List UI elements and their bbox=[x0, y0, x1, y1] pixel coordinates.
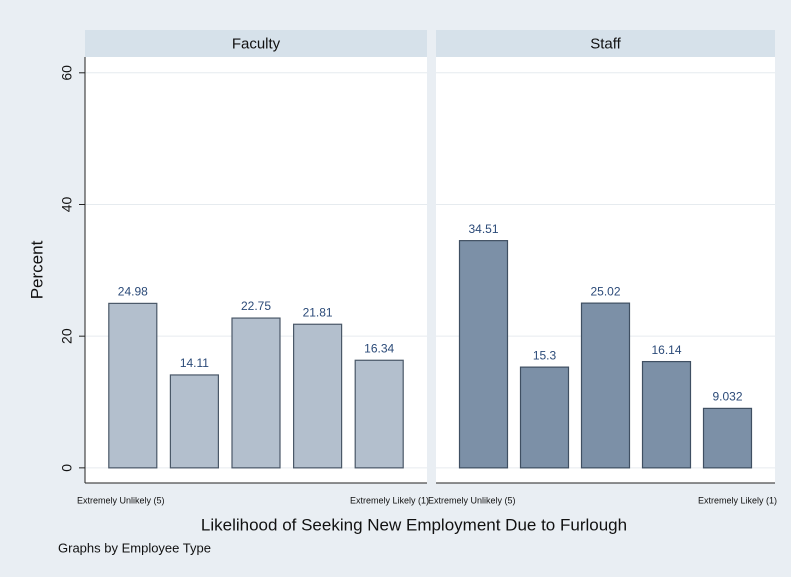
x-tick-label: Extremely Unlikely (5) bbox=[428, 495, 516, 505]
bar bbox=[354, 359, 404, 469]
note: Graphs by Employee Type bbox=[58, 540, 211, 555]
bar bbox=[458, 240, 509, 469]
y-tick-label: 0 bbox=[59, 464, 75, 472]
bar bbox=[169, 374, 219, 469]
bar bbox=[108, 302, 158, 469]
y-tick-label: 60 bbox=[59, 65, 75, 81]
x-tick-label: Extremely Likely (1) bbox=[698, 495, 777, 505]
data-label: 24.98 bbox=[118, 285, 148, 299]
bar bbox=[580, 302, 631, 469]
panel-header bbox=[85, 30, 427, 57]
x-tick-label: Extremely Likely (1) bbox=[350, 495, 429, 505]
bar bbox=[231, 317, 281, 469]
data-label: 16.34 bbox=[364, 341, 394, 355]
data-label: 21.81 bbox=[303, 305, 333, 319]
panel-title: Staff bbox=[590, 35, 621, 52]
data-label: 9.032 bbox=[712, 390, 742, 404]
panel-header bbox=[436, 30, 775, 57]
bar bbox=[702, 407, 753, 469]
x-axis-label: Likelihood of Seeking New Employment Due… bbox=[201, 515, 627, 534]
data-label: 16.14 bbox=[651, 343, 681, 357]
data-label: 34.51 bbox=[468, 222, 498, 236]
y-tick-label: 40 bbox=[59, 196, 75, 212]
bar bbox=[519, 366, 570, 469]
data-label: 14.11 bbox=[180, 356, 209, 370]
data-label: 15.3 bbox=[533, 348, 557, 362]
panel-title: Faculty bbox=[232, 35, 281, 52]
bar bbox=[641, 360, 692, 469]
x-tick-label: Extremely Unlikely (5) bbox=[77, 495, 165, 505]
data-label: 22.75 bbox=[241, 299, 271, 313]
y-axis-label: Percent bbox=[27, 240, 46, 299]
data-label: 25.02 bbox=[590, 284, 620, 298]
bar bbox=[293, 323, 343, 469]
y-tick-label: 20 bbox=[59, 328, 75, 344]
